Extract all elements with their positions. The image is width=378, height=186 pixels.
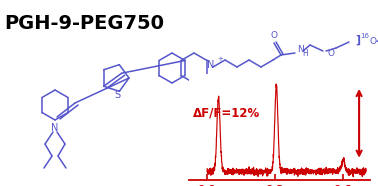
Text: N: N [297, 44, 304, 54]
Text: ]: ] [355, 35, 361, 45]
Text: +: + [217, 56, 223, 62]
Text: PGH-9-PEG750: PGH-9-PEG750 [4, 14, 164, 33]
Text: O: O [327, 49, 335, 57]
Text: S: S [114, 90, 120, 100]
Text: O: O [370, 38, 376, 46]
Text: O: O [271, 31, 277, 41]
Text: N: N [207, 60, 215, 70]
Text: H: H [302, 49, 308, 59]
Text: N: N [51, 123, 59, 133]
Text: 16: 16 [361, 33, 370, 39]
Text: ΔF/F=12%: ΔF/F=12% [193, 107, 260, 120]
